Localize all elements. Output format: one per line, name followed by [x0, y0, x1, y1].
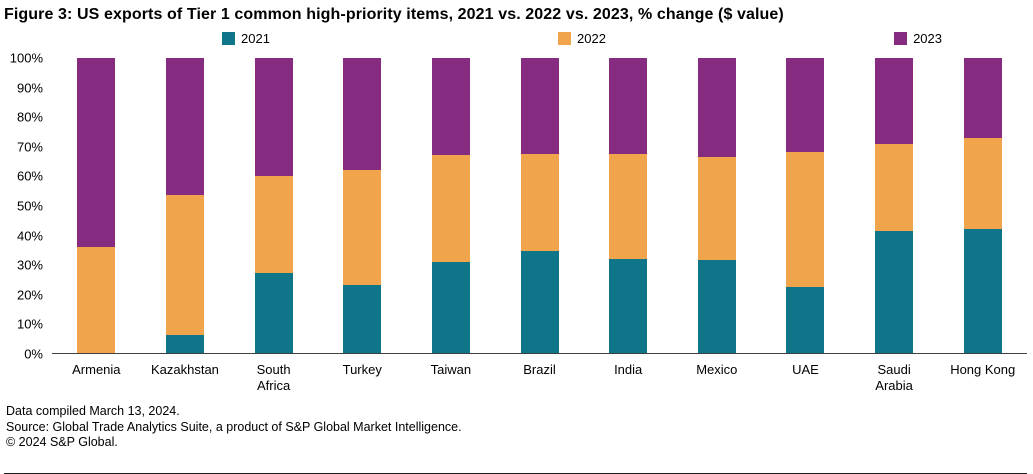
legend-item-2022: 2022 — [558, 31, 606, 46]
bar-segment-2023 — [875, 58, 914, 144]
bar-segment-2022 — [875, 143, 914, 231]
bar-slot-taiwan — [407, 58, 496, 353]
y-tick-label: 70% — [16, 139, 43, 155]
bar-segment-2023 — [697, 58, 736, 157]
bar-slot-india — [584, 58, 673, 353]
stacked-bar — [343, 58, 382, 353]
bar-segment-2021 — [431, 261, 470, 353]
bar-slot-brazil — [495, 58, 584, 353]
bar-segment-2021 — [165, 335, 204, 353]
bar-segment-2023 — [609, 58, 648, 154]
y-tick-label: 100% — [9, 50, 43, 66]
legend-item-2021: 2021 — [222, 31, 270, 46]
legend-label-2023: 2023 — [913, 31, 942, 46]
plot-area — [52, 58, 1027, 354]
bar-segment-2021 — [343, 285, 382, 353]
x-axis-label: Kazakhstan — [150, 362, 219, 377]
bar-segment-2022 — [343, 170, 382, 286]
bar-segment-2022 — [77, 246, 116, 353]
x-axis-label: UAE — [792, 362, 819, 377]
legend-swatch-2022 — [558, 32, 572, 45]
bar-segment-2022 — [165, 195, 204, 336]
stacked-bar — [165, 58, 204, 353]
y-tick-label: 10% — [16, 316, 43, 332]
bar-segment-2023 — [520, 58, 559, 154]
bar-segment-2022 — [786, 152, 825, 287]
stacked-bar — [786, 58, 825, 353]
stacked-bar — [431, 58, 470, 353]
bar-segment-2021 — [875, 230, 914, 353]
y-tick-label: 60% — [16, 168, 43, 184]
x-axis-label: Brazil — [523, 362, 556, 377]
y-tick-label: 50% — [16, 198, 43, 214]
x-axis-label: India — [614, 362, 643, 377]
bar-slot-saudi-arabia — [850, 58, 939, 353]
bar-slot-uae — [761, 58, 850, 353]
x-axis-label: Taiwan — [430, 362, 472, 377]
bar-slot-south-africa — [229, 58, 318, 353]
plot-row: 100% 90% 80% 70% 60% 50% 40% 30% 20% 10% 0% — [4, 51, 1027, 362]
legend-swatch-2023 — [894, 32, 908, 45]
bar-segment-2023 — [431, 58, 470, 156]
bar-segment-2022 — [963, 137, 1002, 230]
chart-legend: 2021 2022 2023 — [222, 31, 942, 46]
bar-slot-armenia — [52, 58, 141, 353]
bar-slot-hong-kong — [938, 58, 1027, 353]
bar-segment-2022 — [609, 153, 648, 259]
y-tick-label: 80% — [16, 109, 43, 125]
bar-segment-2021 — [963, 229, 1002, 353]
y-axis: 100% 90% 80% 70% 60% 50% 40% 30% 20% 10% 0% — [4, 51, 52, 362]
bar-slot-kazakhstan — [141, 58, 230, 353]
bar-segment-2022 — [520, 153, 559, 252]
bar-segment-2023 — [963, 58, 1002, 138]
bar-segment-2021 — [520, 251, 559, 353]
bar-segment-2021 — [697, 260, 736, 353]
bar-segment-2022 — [697, 156, 736, 261]
footer-data-compiled: Data compiled March 13, 2024. — [6, 404, 180, 418]
footer: Data compiled March 13, 2024. Source: Gl… — [4, 404, 1027, 451]
x-axis-label: South Africa — [256, 362, 291, 393]
bar-segment-2021 — [609, 258, 648, 353]
bar-segment-2022 — [431, 155, 470, 262]
legend-label-2022: 2022 — [577, 31, 606, 46]
bar-segment-2023 — [343, 58, 382, 171]
stacked-bar — [520, 58, 559, 353]
legend-item-2023: 2023 — [894, 31, 942, 46]
stacked-bar — [875, 58, 914, 353]
bar-segment-2023 — [77, 58, 116, 247]
y-tick-label: 40% — [16, 228, 43, 244]
stacked-bar — [254, 58, 293, 353]
x-axis-label: Turkey — [342, 362, 382, 377]
legend-label-2021: 2021 — [241, 31, 270, 46]
bar-segment-2022 — [254, 176, 293, 274]
bar-segment-2021 — [786, 286, 825, 353]
bar-slot-turkey — [318, 58, 407, 353]
stacked-bar — [609, 58, 648, 353]
x-axis-label: Armenia — [72, 362, 121, 377]
y-tick-label: 90% — [16, 80, 43, 96]
x-axis-labels: Armenia Kazakhstan South Africa Turkey Taiwa… — [52, 354, 1027, 394]
y-tick-label: 30% — [16, 257, 43, 273]
footer-source: Source: Global Trade Analytics Suite, a … — [6, 419, 462, 434]
bar-segment-2023 — [254, 58, 293, 177]
footer-copyright: © 2024 S&P Global. — [6, 435, 118, 449]
x-axis-row: Armenia Kazakhstan South Africa Turkey Taiwa… — [4, 354, 1027, 394]
bar-segment-2021 — [254, 273, 293, 353]
y-tick-label: 20% — [16, 287, 43, 303]
x-axis-label: Hong Kong — [950, 362, 1016, 377]
bar-slot-mexico — [672, 58, 761, 353]
stacked-bar — [697, 58, 736, 353]
bar-segment-2023 — [786, 58, 825, 153]
x-axis-label: Saudi Arabia — [875, 362, 913, 393]
bar-segment-2023 — [165, 58, 204, 196]
legend-swatch-2021 — [222, 32, 235, 45]
chart-title: Figure 3: US exports of Tier 1 common hi… — [4, 6, 784, 23]
y-tick-label: 0% — [24, 346, 43, 362]
stacked-bar — [77, 58, 116, 353]
stacked-bar — [963, 58, 1002, 353]
x-axis-label: Mexico — [696, 362, 738, 377]
